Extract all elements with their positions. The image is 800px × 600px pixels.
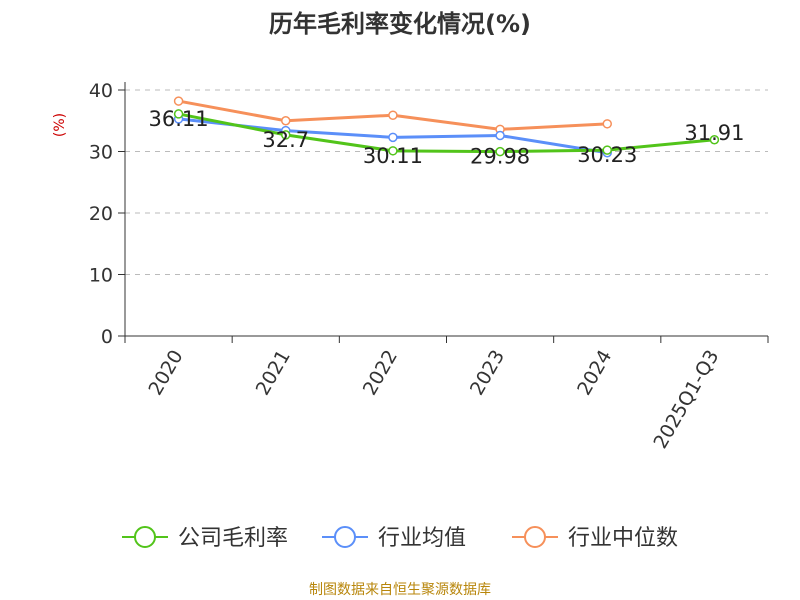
data-point — [388, 146, 398, 156]
legend-marker — [134, 526, 156, 548]
x-tick-label: 2025Q1-Q3 — [649, 346, 723, 452]
x-tick-label: 2021 — [252, 346, 295, 399]
data-point — [495, 146, 505, 157]
chart-title: 历年毛利率变化情况(%) — [269, 10, 531, 38]
y-axis-label: (%) — [52, 113, 68, 137]
series-line-0 — [178, 112, 715, 154]
data-point — [281, 116, 291, 126]
legend-marker — [334, 526, 356, 548]
data-point — [709, 135, 720, 145]
legend-label: 公司毛利率 — [178, 526, 288, 551]
y-tick-label: 30 — [89, 142, 113, 164]
data-point — [602, 145, 612, 155]
legend-label: 行业中位数 — [568, 526, 678, 551]
x-tick-label: 2022 — [359, 346, 402, 399]
x-tick-label: 2023 — [466, 346, 509, 399]
y-tick-label: 20 — [89, 203, 113, 225]
data-label: 29.98 — [470, 145, 530, 169]
data-label: 36.11 — [149, 107, 209, 131]
data-point — [173, 96, 184, 106]
legend: 公司毛利率 行业均值 行业中位数 — [122, 526, 678, 551]
source-note: 制图数据来自恒生聚源数据库 — [309, 582, 491, 598]
plot-area: 0 10 20 30 40 2020 2021 2022 2023 2024 2025Q1-Q3 36… — [89, 80, 769, 453]
data-point — [388, 132, 398, 143]
legend-label: 行业均值 — [378, 526, 466, 551]
data-point — [173, 109, 184, 119]
y-tick-label: 40 — [89, 80, 113, 102]
data-point — [495, 130, 505, 141]
data-label: 31.91 — [684, 121, 744, 145]
data-point — [281, 130, 291, 140]
y-tick-label: 10 — [89, 265, 113, 287]
x-tick-label: 2024 — [573, 346, 616, 399]
data-label: 32.7 — [262, 128, 309, 152]
data-label: 30.11 — [363, 144, 423, 168]
y-tick-label: 0 — [101, 326, 113, 348]
data-point — [388, 110, 398, 120]
legend-marker — [524, 526, 546, 548]
data-point — [602, 119, 612, 129]
x-tick-label: 2020 — [144, 346, 187, 399]
data-label: 30.23 — [577, 143, 637, 167]
